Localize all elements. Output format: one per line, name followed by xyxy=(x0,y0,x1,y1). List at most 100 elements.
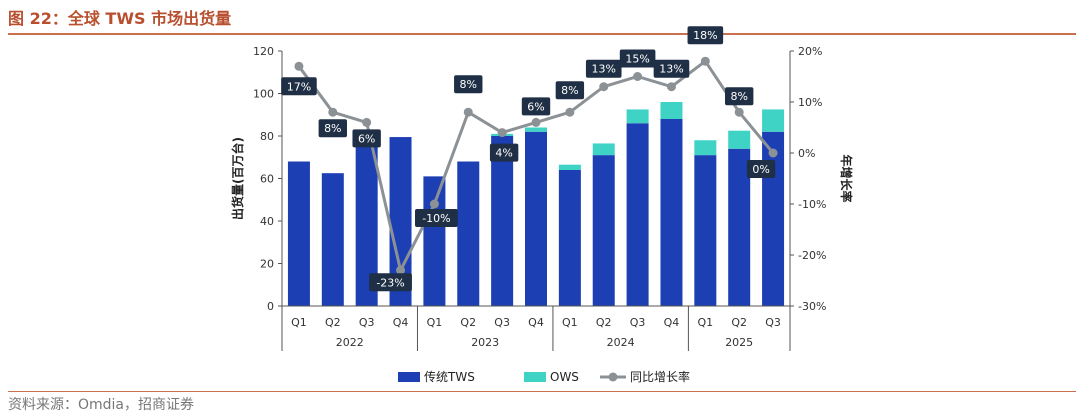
growth-point xyxy=(666,82,676,92)
growth-label: 6% xyxy=(527,100,544,113)
year-label: 2024 xyxy=(607,336,635,349)
tws-bar xyxy=(660,119,683,306)
x-tick-label: Q3 xyxy=(765,316,781,329)
growth-label: 18% xyxy=(693,29,717,42)
year-label: 2025 xyxy=(725,336,753,349)
left-tick-label: 40 xyxy=(260,215,274,228)
growth-label: 8% xyxy=(730,90,747,103)
growth-label-box xyxy=(369,273,412,292)
growth-point xyxy=(531,117,541,127)
left-tick-label: 120 xyxy=(253,45,274,58)
growth-point xyxy=(497,128,507,138)
x-tick-label: Q2 xyxy=(460,316,476,329)
ows-bar xyxy=(694,140,717,156)
growth-label: 6% xyxy=(358,132,375,145)
year-label: 2022 xyxy=(336,336,364,349)
tws-bar xyxy=(558,170,581,306)
growth-point xyxy=(734,107,744,117)
growth-point xyxy=(700,56,710,66)
x-tick-label: Q4 xyxy=(664,316,680,329)
growth-point xyxy=(565,107,575,117)
growth-point xyxy=(633,72,643,81)
growth-label-box xyxy=(653,59,690,78)
legend-label-tws: 传统TWS xyxy=(424,369,475,384)
right-tick-label: -10% xyxy=(798,198,826,211)
growth-label-box xyxy=(489,143,519,162)
left-tick-label: 60 xyxy=(260,173,274,186)
growth-label-box xyxy=(619,49,656,68)
growth-point xyxy=(599,82,609,92)
tws-bar xyxy=(457,161,480,306)
growth-label: -10% xyxy=(422,212,450,225)
right-tick-label: 0% xyxy=(798,147,815,160)
right-tick-label: -20% xyxy=(798,249,826,262)
left-tick-label: 100 xyxy=(253,88,274,101)
tws-bar xyxy=(525,131,547,306)
growth-label: 0% xyxy=(752,163,769,176)
growth-label-box xyxy=(687,26,724,45)
x-tick-label: Q1 xyxy=(562,316,578,329)
right-axis-title: 年增长率 xyxy=(839,154,854,202)
growth-label-box xyxy=(352,129,381,148)
title-rule xyxy=(8,33,1076,35)
ows-bar xyxy=(558,164,581,170)
growth-label-box xyxy=(318,119,347,138)
growth-label: 17% xyxy=(287,80,311,93)
growth-label: 13% xyxy=(659,63,683,76)
growth-label-box xyxy=(585,59,622,78)
left-tick-label: 0 xyxy=(267,300,274,313)
growth-point xyxy=(294,61,304,71)
growth-label-box xyxy=(281,77,317,96)
tws-bar xyxy=(592,155,615,306)
growth-label: 8% xyxy=(561,84,578,97)
x-tick-label: Q3 xyxy=(630,316,646,329)
ows-bar xyxy=(626,109,649,124)
tws-bar xyxy=(762,131,785,306)
growth-label: 15% xyxy=(625,53,649,66)
left-axis-title: 出货量(百万台) xyxy=(230,137,245,220)
growth-point xyxy=(463,107,473,117)
tws-bar xyxy=(728,148,751,306)
x-tick-label: Q2 xyxy=(731,316,747,329)
source-rule xyxy=(8,391,1076,392)
legend-label-ows: OWS xyxy=(550,370,579,384)
x-tick-label: Q4 xyxy=(528,316,544,329)
figure-title: 图 22：全球 TWS 市场出货量 xyxy=(8,9,232,28)
ows-bar xyxy=(660,102,683,119)
growth-label: 13% xyxy=(592,63,616,76)
legend-label-growth: 同比增长率 xyxy=(630,369,690,384)
x-tick-label: Q1 xyxy=(697,316,713,329)
tws-bar xyxy=(389,137,412,306)
growth-label: 4% xyxy=(495,147,512,160)
x-tick-label: Q1 xyxy=(427,316,443,329)
growth-label: 8% xyxy=(324,122,341,135)
legend-marker-growth xyxy=(608,372,618,382)
tws-bar xyxy=(355,143,378,306)
growth-point xyxy=(429,199,439,209)
growth-point xyxy=(362,117,372,127)
x-tick-label: Q3 xyxy=(494,316,510,329)
left-tick-label: 80 xyxy=(260,130,274,143)
left-tick-label: 20 xyxy=(260,258,274,271)
growth-label-box xyxy=(454,75,483,94)
x-tick-label: Q4 xyxy=(393,316,409,329)
tws-bar xyxy=(491,136,514,306)
growth-label-box xyxy=(555,81,585,100)
tws-bar xyxy=(694,155,717,306)
growth-label-box xyxy=(746,160,776,178)
right-tick-label: -30% xyxy=(798,300,826,313)
ows-bar xyxy=(762,109,785,132)
growth-label-box xyxy=(415,209,458,227)
right-tick-label: 20% xyxy=(798,45,822,58)
x-tick-label: Q2 xyxy=(596,316,612,329)
growth-point xyxy=(396,265,406,275)
growth-point xyxy=(328,107,338,117)
growth-label: -23% xyxy=(376,276,404,289)
ows-bar xyxy=(592,143,615,156)
ows-bar xyxy=(728,130,751,149)
tws-bar xyxy=(287,161,310,306)
growth-point xyxy=(768,148,778,158)
legend-swatch-ows xyxy=(524,372,546,382)
growth-label-box xyxy=(725,87,754,106)
